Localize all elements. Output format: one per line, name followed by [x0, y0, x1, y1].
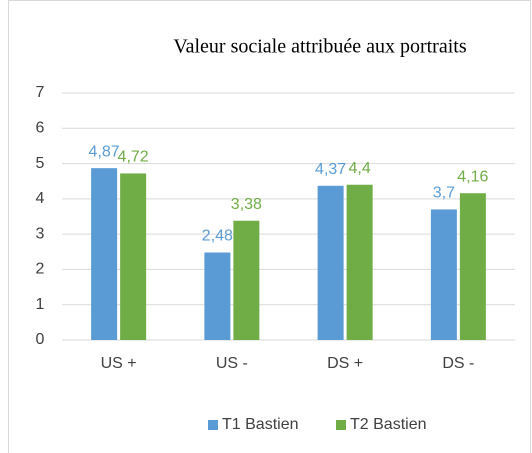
- bar: [346, 184, 373, 340]
- bar: [204, 252, 231, 340]
- y-tick-label: 0: [36, 331, 45, 348]
- x-tick-label: US +: [101, 355, 137, 372]
- bar: [233, 220, 260, 340]
- data-label: 4,87: [89, 143, 120, 160]
- data-label: 4,16: [457, 168, 488, 185]
- y-tick-label: 1: [36, 296, 45, 313]
- y-tick-label: 3: [36, 225, 45, 242]
- bar: [91, 168, 118, 340]
- data-label: 4,37: [315, 161, 346, 178]
- chart-title: Valeur sociale attribuée aux portraits: [173, 36, 466, 58]
- data-label: 3,38: [231, 196, 262, 213]
- data-label: 4,72: [118, 149, 149, 166]
- legend-swatch: [208, 420, 218, 430]
- legend-label: T2 Bastien: [350, 416, 426, 433]
- x-tick-label: US -: [216, 355, 248, 372]
- legend-swatch: [336, 420, 346, 430]
- bar: [120, 173, 147, 340]
- bar: [459, 193, 486, 340]
- bar: [430, 209, 457, 340]
- y-tick-label: 4: [36, 190, 45, 207]
- bar: [317, 185, 344, 340]
- data-label: 4,4: [349, 160, 371, 177]
- legend-label: T1 Bastien: [222, 416, 298, 433]
- data-label: 3,7: [433, 185, 455, 202]
- y-tick-label: 6: [36, 120, 45, 137]
- x-tick-label: DS -: [442, 355, 474, 372]
- y-tick-label: 5: [36, 155, 45, 172]
- x-tick-label: DS +: [327, 355, 363, 372]
- data-label: 2,48: [202, 228, 233, 245]
- y-tick-label: 7: [36, 84, 45, 101]
- y-tick-label: 2: [36, 261, 45, 278]
